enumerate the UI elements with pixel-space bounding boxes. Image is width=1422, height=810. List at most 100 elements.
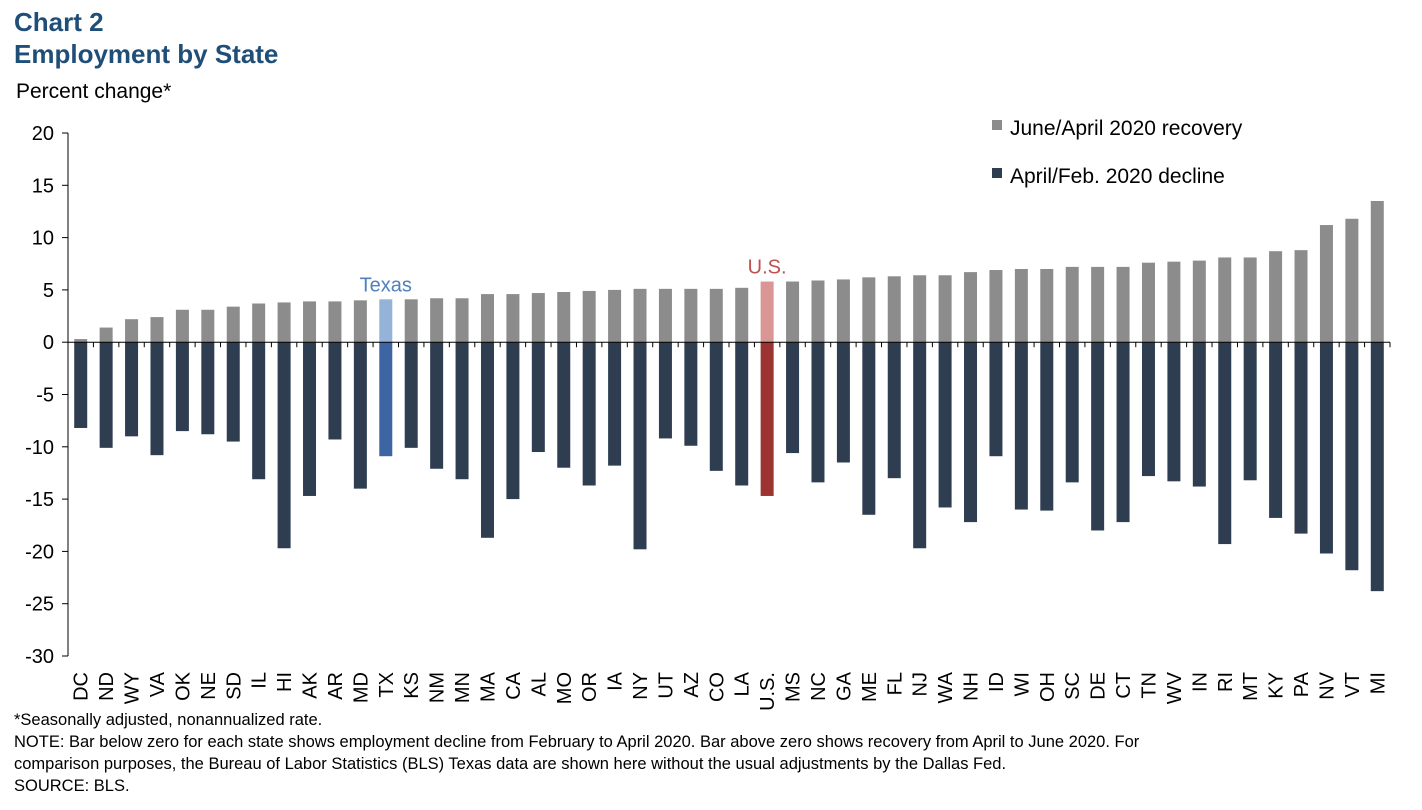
bar-decline-ak bbox=[303, 342, 317, 496]
x-tick-label: MO bbox=[554, 672, 576, 704]
chart-title-block: Chart 2 Employment by State bbox=[14, 6, 278, 70]
bar-decline-nc bbox=[811, 342, 825, 483]
bar-decline-ky bbox=[1269, 342, 1283, 518]
bar-recovery-ky bbox=[1269, 251, 1283, 343]
bar-decline-dc bbox=[74, 342, 88, 428]
bar-recovery-wi bbox=[1014, 268, 1028, 343]
x-tick-label: KY bbox=[1266, 672, 1288, 699]
x-tick-label: GA bbox=[833, 671, 855, 701]
y-tick-label: -30 bbox=[25, 646, 54, 668]
bar-decline-nj bbox=[913, 342, 927, 549]
bar-recovery-md bbox=[353, 300, 367, 343]
bar-recovery-va bbox=[150, 317, 164, 343]
bar-recovery-nc bbox=[811, 280, 825, 343]
bar-decline-ct bbox=[1116, 342, 1130, 523]
bar-decline-nh bbox=[964, 342, 978, 523]
bar-decline-va bbox=[150, 342, 164, 456]
bar-recovery-ct bbox=[1116, 266, 1130, 343]
highlight-label-us: U.S. bbox=[748, 257, 787, 279]
x-tick-label: VT bbox=[1342, 672, 1364, 698]
bar-decline-us bbox=[760, 342, 774, 496]
x-tick-label: ND bbox=[96, 672, 118, 701]
x-tick-label: NV bbox=[1316, 671, 1338, 699]
x-tick-label: NY bbox=[630, 672, 652, 700]
x-tick-label: NE bbox=[198, 672, 220, 700]
bar-recovery-mt bbox=[1243, 257, 1257, 343]
bar-decline-ok bbox=[175, 342, 189, 432]
bar-recovery-az bbox=[684, 288, 698, 343]
x-tick-label: MS bbox=[783, 672, 805, 702]
x-tick-label: MT bbox=[1240, 672, 1262, 701]
bar-decline-tx bbox=[379, 342, 393, 457]
y-tick-label: 20 bbox=[32, 123, 54, 145]
x-tick-label: CA bbox=[503, 671, 525, 699]
bar-recovery-or bbox=[582, 290, 596, 343]
legend-swatch-recovery bbox=[992, 120, 1002, 130]
bar-decline-vt bbox=[1345, 342, 1359, 571]
bar-recovery-al bbox=[531, 293, 545, 343]
x-tick-label: ID bbox=[986, 672, 1008, 692]
x-tick-label: WY bbox=[122, 672, 144, 704]
x-tick-label: FL bbox=[884, 672, 906, 695]
bar-decline-pa bbox=[1294, 342, 1308, 534]
bar-decline-ny bbox=[633, 342, 647, 550]
bar-recovery-ok bbox=[175, 309, 189, 343]
bar-recovery-mn bbox=[455, 298, 469, 343]
bar-recovery-me bbox=[862, 277, 876, 343]
y-axis-label: Percent change* bbox=[16, 80, 172, 103]
bar-decline-al bbox=[531, 342, 545, 453]
x-tick-label: DE bbox=[1088, 672, 1110, 700]
bar-recovery-wv bbox=[1167, 261, 1181, 343]
x-tick-label: NC bbox=[808, 672, 830, 701]
bar-decline-ks bbox=[404, 342, 418, 448]
y-tick-label: 5 bbox=[43, 280, 54, 302]
bar-recovery-il bbox=[252, 303, 266, 343]
bar-recovery-mo bbox=[557, 291, 571, 343]
x-tick-label: SD bbox=[223, 672, 245, 700]
x-tick-label: VA bbox=[147, 671, 169, 697]
bar-recovery-dc bbox=[74, 339, 88, 343]
bar-decline-ia bbox=[608, 342, 622, 466]
bar-decline-fl bbox=[887, 342, 901, 479]
bar-recovery-pa bbox=[1294, 250, 1308, 343]
x-tick-label: SC bbox=[1062, 672, 1084, 700]
source: SOURCE: BLS. bbox=[14, 777, 130, 795]
y-tick-label: -10 bbox=[25, 437, 54, 459]
bar-decline-wv bbox=[1167, 342, 1181, 482]
chart-subtitle: Employment by State bbox=[14, 39, 279, 69]
bar-decline-ut bbox=[658, 342, 672, 439]
x-tick-label: AL bbox=[528, 672, 550, 696]
bar-decline-de bbox=[1091, 342, 1105, 531]
x-tick-label: IL bbox=[249, 672, 271, 689]
x-tick-label: NJ bbox=[910, 672, 932, 696]
x-tick-label: MA bbox=[477, 671, 499, 702]
y-tick-label: 10 bbox=[32, 228, 54, 250]
bar-recovery-us bbox=[760, 281, 774, 343]
bar-decline-wi bbox=[1014, 342, 1028, 510]
x-tick-label: WA bbox=[935, 671, 957, 703]
bar-recovery-ca bbox=[506, 294, 520, 343]
bar-decline-or bbox=[582, 342, 596, 486]
bar-decline-me bbox=[862, 342, 876, 515]
x-tick-label: RI bbox=[1215, 672, 1237, 692]
bar-decline-ne bbox=[201, 342, 215, 435]
bar-decline-nd bbox=[99, 342, 113, 448]
bar-decline-in bbox=[1192, 342, 1206, 487]
bar-decline-ri bbox=[1218, 342, 1232, 545]
x-tick-label: CT bbox=[1113, 672, 1135, 699]
bar-recovery-fl bbox=[887, 276, 901, 343]
x-tick-label: OK bbox=[172, 671, 194, 701]
bar-decline-id bbox=[989, 342, 1003, 457]
legend-label-recovery: June/April 2020 recovery bbox=[1010, 117, 1243, 140]
note-line-1: NOTE: Bar below zero for each state show… bbox=[14, 733, 1140, 751]
bar-recovery-in bbox=[1192, 260, 1206, 343]
bar-recovery-oh bbox=[1040, 268, 1054, 343]
bar-recovery-nd bbox=[99, 327, 113, 343]
bar-recovery-ne bbox=[201, 309, 215, 343]
x-tick-label: PA bbox=[1291, 671, 1313, 697]
x-tick-label: OH bbox=[1037, 672, 1059, 702]
bar-decline-mt bbox=[1243, 342, 1257, 481]
x-tick-label: WV bbox=[1164, 671, 1186, 704]
y-tick-label: 15 bbox=[32, 175, 54, 197]
